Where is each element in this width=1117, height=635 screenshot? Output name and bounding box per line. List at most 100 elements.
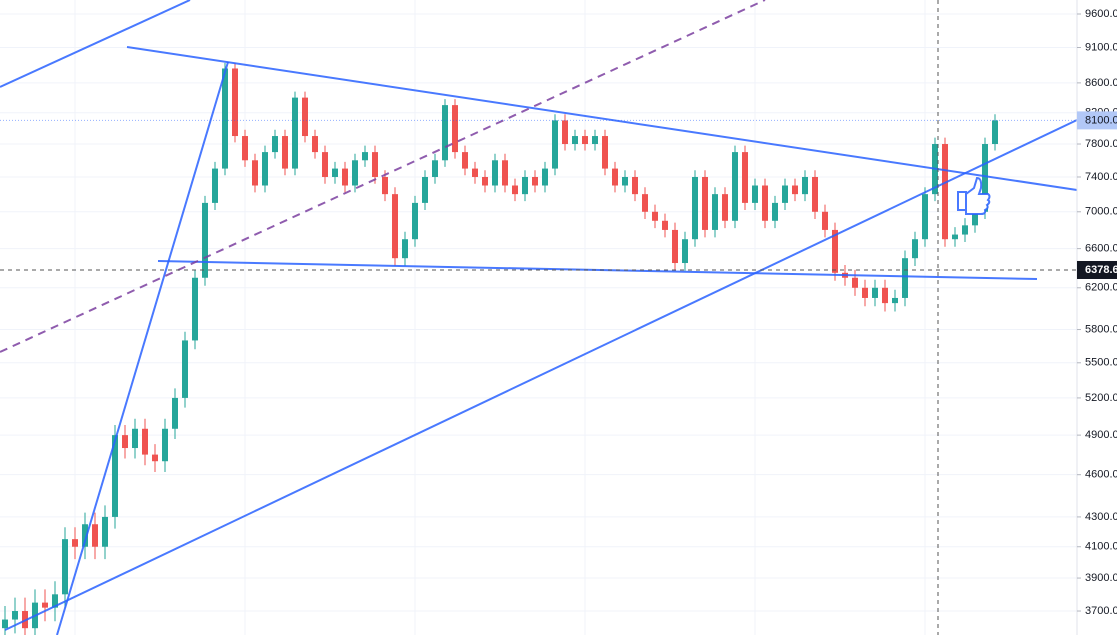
candle-body xyxy=(732,152,738,221)
y-tick-label: 5200.00 xyxy=(1085,392,1117,404)
candle-body xyxy=(572,136,578,145)
y-tick-label: 9600.00 xyxy=(1085,8,1117,20)
candle-body xyxy=(332,168,338,177)
candle-body xyxy=(382,176,388,195)
candle-body xyxy=(82,524,88,547)
price-axis: 9600.009100.008600.008200.007800.007400.… xyxy=(1076,0,1117,635)
candle-body xyxy=(492,160,498,186)
y-tick-label: 7400.00 xyxy=(1085,171,1117,183)
candle-body xyxy=(652,211,658,221)
candle-body xyxy=(122,435,128,449)
candle-body xyxy=(992,120,998,145)
candle-body xyxy=(862,287,868,298)
y-tick-label: 3700.00 xyxy=(1085,605,1117,617)
candle-body xyxy=(562,120,568,145)
candle-body xyxy=(412,202,418,240)
drawings xyxy=(0,0,1078,635)
candle-body xyxy=(482,176,488,186)
candle-body xyxy=(52,594,58,608)
candle-body xyxy=(982,144,988,212)
candle-body xyxy=(302,97,308,137)
candle-body xyxy=(962,225,968,235)
candle-body xyxy=(952,234,958,240)
y-tick-label: 7000.00 xyxy=(1085,206,1117,218)
dashed-trend-line xyxy=(0,0,766,353)
candle-body xyxy=(852,277,858,288)
candle-body xyxy=(462,152,468,169)
candle-body xyxy=(352,160,358,186)
y-tick-label: 9100.00 xyxy=(1085,41,1117,53)
candle-body xyxy=(212,168,218,203)
candle-body xyxy=(362,152,368,161)
candle-body xyxy=(602,136,608,169)
y-tick-label: 5800.00 xyxy=(1085,323,1117,335)
candle-body xyxy=(202,202,208,278)
candle-body xyxy=(112,435,118,517)
y-tick-label: 4300.00 xyxy=(1085,511,1117,523)
candle-body xyxy=(272,136,278,153)
candle-body xyxy=(442,105,448,161)
candle-body xyxy=(542,168,548,186)
candle-body xyxy=(832,229,838,273)
candle-body xyxy=(12,611,18,620)
price-label: 8100.00 xyxy=(1085,114,1117,126)
candle-body xyxy=(152,454,158,462)
candle-body xyxy=(222,68,228,169)
candle-body xyxy=(2,619,8,629)
candle-body xyxy=(802,176,808,195)
candle-body xyxy=(342,168,348,186)
thumbs-up-icon xyxy=(957,176,991,215)
candle-body xyxy=(752,185,758,203)
y-tick-label: 4600.00 xyxy=(1085,469,1117,481)
y-tick-label: 4900.00 xyxy=(1085,429,1117,441)
candle-body xyxy=(762,185,768,221)
candle-body xyxy=(72,539,78,547)
candle-body xyxy=(92,524,98,547)
trend-line xyxy=(4,119,1078,631)
grid xyxy=(0,0,1077,635)
y-tick-label: 6600.00 xyxy=(1085,243,1117,255)
y-tick-label: 6200.00 xyxy=(1085,282,1117,294)
y-tick-label: 5500.00 xyxy=(1085,357,1117,369)
candle-body xyxy=(662,220,668,230)
candle-body xyxy=(292,97,298,169)
candle-body xyxy=(242,136,248,161)
candle-body xyxy=(502,160,508,186)
candle-body xyxy=(972,211,978,226)
candle-body xyxy=(172,397,178,429)
candle-body xyxy=(472,168,478,177)
candle-body xyxy=(192,277,198,341)
candle-body xyxy=(812,176,818,212)
candle-body xyxy=(262,152,268,186)
candles xyxy=(2,62,998,635)
price-label-box xyxy=(1077,111,1117,130)
candle-body xyxy=(512,185,518,195)
candle-body xyxy=(822,211,828,230)
y-tick-label: 4100.00 xyxy=(1085,541,1117,553)
y-tick-label: 3900.00 xyxy=(1085,572,1117,584)
candle-body xyxy=(622,176,628,186)
candle-body xyxy=(612,168,618,186)
axis-background xyxy=(1077,0,1117,635)
candle-body xyxy=(942,144,948,240)
candle-body xyxy=(682,239,688,264)
candle-body xyxy=(742,152,748,203)
candle-body xyxy=(912,239,918,259)
candle-body xyxy=(132,428,138,449)
candle-body xyxy=(782,185,788,203)
candle-body xyxy=(892,297,898,304)
candle-body xyxy=(922,194,928,240)
candle-body xyxy=(432,160,438,177)
candle-body xyxy=(792,185,798,195)
trend-line xyxy=(157,260,1038,280)
candle-body xyxy=(672,229,678,264)
candle-body xyxy=(712,194,718,230)
candle-body xyxy=(102,516,108,547)
candle-body xyxy=(902,258,908,298)
candle-body xyxy=(522,176,528,195)
trend-line xyxy=(0,0,191,88)
candle-body xyxy=(722,194,728,221)
crosshair-label-box xyxy=(1077,260,1117,279)
